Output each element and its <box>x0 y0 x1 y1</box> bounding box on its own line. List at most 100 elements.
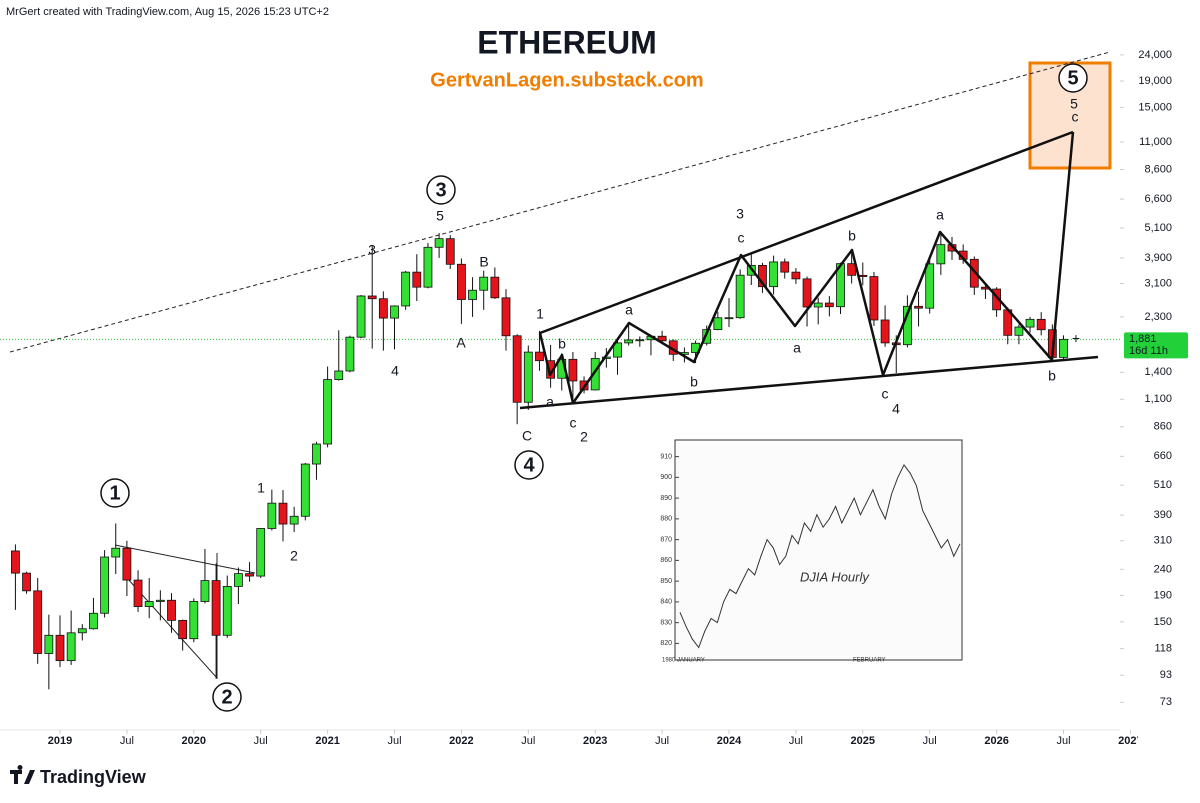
inset-line <box>679 463 961 649</box>
wave-label: B <box>479 254 488 270</box>
candle-body <box>245 573 254 577</box>
candle-body <box>167 599 176 621</box>
y-tick-label: 390 <box>1154 509 1172 521</box>
candle-body <box>914 305 923 309</box>
wave-label: 1 <box>536 306 544 322</box>
crosshair-plus: + <box>1072 330 1080 346</box>
x-tick-label: 2025 <box>851 735 875 747</box>
wave-label-major: 4 <box>523 454 535 476</box>
wave-label: b <box>848 228 856 244</box>
candle-body <box>122 547 132 581</box>
inset-title: DJIA Hourly <box>800 569 870 584</box>
candle-body <box>780 261 790 273</box>
candle-body <box>178 619 188 640</box>
wave-label: c <box>1072 109 1079 125</box>
candle-body <box>869 276 879 321</box>
countdown-label: 16d 11h <box>1129 345 1168 357</box>
wave-label-major: 2 <box>221 686 232 708</box>
x-tick-label: 2021 <box>315 735 339 747</box>
inset-x-label: FEBRUARY <box>853 658 886 664</box>
inset-y-tick-label: 870 <box>660 536 672 543</box>
candle-body <box>824 302 834 308</box>
y-tick-label: 73 <box>1160 696 1172 708</box>
candle-body <box>300 463 310 517</box>
candle-body <box>624 339 634 344</box>
x-tick-label: 2019 <box>48 735 72 747</box>
candle-body <box>858 274 868 277</box>
inset-x-label: 1980 JANUARY <box>662 658 705 664</box>
inset-y-tick-label: 900 <box>660 474 672 481</box>
x-tick-label: Jul <box>120 735 134 747</box>
subtitle: GertvanLagen.substack.com <box>430 69 703 91</box>
candle-body <box>211 580 221 636</box>
candle-body <box>89 612 98 630</box>
y-tick-label: 660 <box>1154 450 1172 462</box>
candle-body <box>635 339 645 342</box>
candle-body <box>613 342 622 358</box>
candle-body <box>401 271 411 307</box>
inset-y-tick-label: 830 <box>660 619 672 626</box>
candle-body <box>535 351 544 362</box>
candle-body <box>345 336 355 372</box>
candle-body <box>378 298 388 319</box>
wave-circle <box>212 682 242 712</box>
wave-label-major: 3 <box>435 179 446 201</box>
candle-body <box>713 317 723 331</box>
candle-body <box>456 263 466 300</box>
y-tick-label: 240 <box>1154 563 1172 575</box>
candle-body <box>479 276 489 291</box>
wave-label: a <box>793 340 801 356</box>
candle-body <box>1025 318 1035 328</box>
wave-circle <box>514 450 544 480</box>
wave-label-major: 1 <box>109 482 120 504</box>
wave-label: 5 <box>1070 96 1078 112</box>
y-tick-label: 3,900 <box>1144 252 1172 264</box>
chart-title: ETHEREUM <box>477 24 657 60</box>
x-tick-label: 2024 <box>717 735 742 747</box>
wave-label: b <box>558 336 566 352</box>
y-tick-label: 5,100 <box>1144 222 1172 234</box>
candle-body <box>222 586 232 636</box>
candle-body <box>66 632 76 662</box>
trend-line <box>114 544 256 574</box>
wave-label: 1 <box>257 480 265 496</box>
candle-body <box>769 261 778 288</box>
wave-label: c <box>738 230 745 246</box>
candle-body <box>10 550 20 574</box>
axes: 73 93 118 150 190 240 310 390 510 660 860 1,100 1,40… <box>0 49 1188 747</box>
wave-lines <box>519 130 1099 410</box>
x-tick-label: 2022 <box>449 735 473 747</box>
candle-body <box>847 263 857 276</box>
candle-body <box>77 628 87 634</box>
candle-body <box>468 289 477 300</box>
candle-body <box>501 297 511 337</box>
candle-body <box>189 601 199 640</box>
x-tick-label: 2027 <box>1118 735 1142 747</box>
inset-y-tick-label: 910 <box>660 453 672 460</box>
wave-circle <box>426 175 456 205</box>
wave-label: a <box>546 394 554 410</box>
candle-body <box>155 599 165 602</box>
wave-label: C <box>522 428 532 444</box>
x-tick-label: 2023 <box>583 735 607 747</box>
x-tick-label: Jul <box>254 735 268 747</box>
candle-body <box>144 601 154 607</box>
wave-label: 5 <box>436 208 444 224</box>
inset-y-tick-label: 860 <box>660 557 672 564</box>
wedge-lower <box>519 355 1099 410</box>
last-price-box <box>1124 332 1188 359</box>
wave-label: 3 <box>368 242 376 258</box>
candle-body <box>334 370 344 380</box>
candle-body <box>200 580 210 602</box>
y-tick-label: 24,000 <box>1138 49 1172 61</box>
wave-label: b <box>690 374 698 390</box>
candle-body <box>434 238 444 248</box>
candle-body <box>445 238 455 265</box>
x-tick-label: Jul <box>1056 735 1070 747</box>
y-tick-label: 310 <box>1154 535 1172 547</box>
candle-body <box>1014 326 1024 336</box>
inset-y-tick-label: 840 <box>660 599 672 606</box>
wave-label: a <box>625 302 633 318</box>
y-tick-label: 860 <box>1154 421 1172 433</box>
